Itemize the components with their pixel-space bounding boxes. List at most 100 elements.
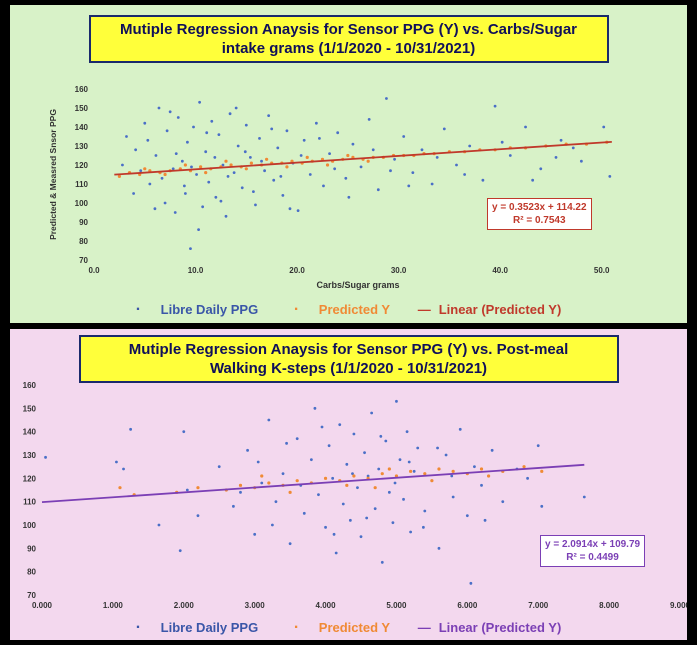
x-axis-label: Carbs/Sugar grams [316,280,399,290]
data-point-actual [244,123,248,127]
data-point-actual [582,495,586,499]
data-point-predicted [249,161,253,165]
data-point-predicted [387,467,391,471]
data-point-actual [246,448,249,452]
regression-equation-box: y = 0.3523x + 114.22 R² = 0.7543 [487,198,592,230]
data-point-actual [313,406,317,410]
x-tick-label: 40.0 [492,266,508,275]
legend-item-predicted: · Predicted Y [286,619,398,636]
data-point-actual [531,178,535,182]
data-point-predicted [199,165,203,169]
data-point-predicted [163,172,167,177]
data-point-actual [274,500,278,504]
chart-panel-steps: Mutiple Regression Anaysis for Sensor PP… [10,329,687,640]
data-point-predicted [437,467,441,471]
data-point-actual [334,551,338,555]
data-point-actual [351,142,355,146]
equation-text: y = 2.0914x + 109.79 [545,539,641,550]
y-tick-label: 100 [23,521,37,530]
data-point-actual [493,104,497,108]
data-point-actual [352,432,356,436]
data-point-predicted [325,163,330,167]
data-point-actual [182,430,186,434]
data-point-actual [276,146,280,150]
trend-line [114,140,612,176]
data-point-predicted [260,474,264,478]
data-point-actual [254,203,257,207]
data-point-actual [272,178,276,182]
data-point-actual [279,175,283,178]
chart-panel-carbs: Mutiple Regression Anaysis for Sensor PP… [10,5,687,323]
x-tick-label: 30.0 [391,266,407,275]
data-point-actual [217,465,221,469]
data-point-actual [221,163,225,167]
y-tick-label: 90 [27,544,36,553]
r-squared-text: R² = 0.7543 [513,215,566,226]
data-point-predicted [409,469,413,473]
data-point-actual [376,188,380,192]
data-point-actual [379,434,383,438]
x-tick-label: 10.0 [188,266,204,275]
data-point-actual [380,560,384,564]
x-tick-label: 3.000 [245,601,266,610]
data-point-actual [201,205,205,209]
data-point-actual [288,207,292,211]
data-point-predicted [196,486,200,490]
data-point-actual [176,116,180,119]
x-tick-label: 4.000 [316,601,337,610]
legend-steps: · Libre Daily PPG · Predicted Y — Linear … [10,619,687,637]
data-point-actual [285,129,289,133]
data-point-predicted [229,163,233,167]
data-point-actual [393,157,396,161]
data-point-actual [317,493,320,497]
data-point-actual [458,427,462,431]
data-point-actual [524,125,527,129]
data-point-actual [540,504,544,508]
data-point-actual [192,125,195,129]
y-tick-label: 140 [75,123,89,132]
data-point-actual [391,521,395,525]
data-point-actual [463,173,467,176]
data-point-actual [258,137,261,140]
data-point-actual [314,121,318,125]
chart-title-line1: Mutiple Regression Anaysis for Sensor PP… [119,21,578,38]
data-point-actual [302,138,306,142]
data-point-predicted [373,486,377,490]
legend-item-linear: — Linear (Predicted Y) [417,620,562,635]
data-point-actual [348,518,352,522]
equation-text: y = 0.3523x + 114.22 [492,202,587,213]
x-tick-label: 8.000 [599,601,620,610]
data-point-actual [210,119,214,123]
data-point-actual [308,173,312,176]
legend-dot-icon: · [293,619,300,636]
y-tick-label: 160 [75,85,89,94]
data-point-actual [197,228,200,232]
data-point-actual [602,125,606,129]
legend-label: Predicted Y [318,302,391,317]
data-point-actual [234,106,238,110]
data-point-actual [608,175,612,178]
data-point-actual [450,474,454,478]
scatter-plot-carbs: 70 80 90 100 110 120 130 140 150 160 0.0 10.0 20.0 30… [48,85,612,290]
legend-item-predicted: · Predicted Y [286,301,398,318]
y-tick-label: 100 [75,199,89,208]
data-point-predicted [380,472,384,476]
data-point-actual [420,148,424,152]
y-axis-label: Predicted & Measred Snsor PPG [48,109,58,240]
data-point-actual [132,192,135,195]
data-point-predicted [238,483,243,487]
data-point-actual [213,156,217,159]
data-point-actual [341,502,345,506]
chart-title-carbs: Mutiple Regression Anaysis for Sensor PP… [88,15,609,63]
data-point-predicted [288,490,292,494]
y-tick-label: 80 [79,237,88,246]
data-point-actual [129,427,133,431]
chart-title-line2: intake grams (1/1/2020 - 10/31/2021) [221,40,476,57]
data-point-predicted [346,153,350,158]
data-point-actual [189,247,192,251]
legend-dot-icon: · [135,619,142,636]
data-point-actual [480,483,483,487]
data-point-actual [398,458,402,462]
data-point-actual [224,214,228,218]
data-point-actual [327,444,331,448]
